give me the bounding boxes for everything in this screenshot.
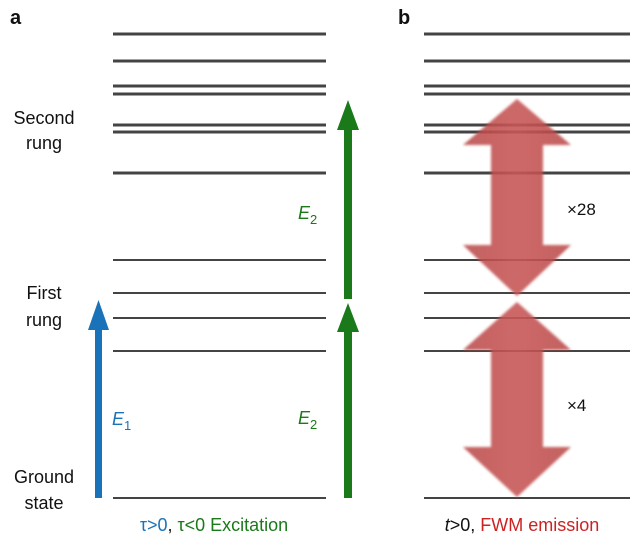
second-rung-line1: Second (13, 108, 74, 128)
e2-arrow-lower (337, 303, 359, 498)
e2-upper-subscript: 2 (310, 212, 317, 227)
e2-lower-subscript: 2 (310, 417, 317, 432)
e2-lower-label: E2 (298, 408, 317, 432)
fwm-arrow-lower-shape (463, 302, 571, 497)
fwm-arrow-upper (463, 99, 571, 296)
ground-state-line2: state (24, 493, 63, 513)
e2-upper-shaft (344, 126, 352, 299)
e2-lower-head (337, 303, 359, 332)
caption-a-part2: τ<0 Excitation (177, 515, 288, 535)
first-rung-line1: First (27, 283, 62, 303)
second-rung-label: Second rung (13, 108, 74, 153)
caption-b-comma: , (470, 515, 480, 535)
panel-a-caption: τ>0, τ<0 Excitation (140, 515, 288, 535)
e1-label: E1 (112, 409, 131, 433)
e2-lower-symbol: E (298, 408, 311, 428)
caption-b-part1: t>0 (445, 515, 471, 535)
e2-arrow-upper (337, 100, 359, 299)
e1-arrow-shaft (95, 326, 102, 498)
fwm-arrow-upper-shape (463, 99, 571, 296)
e2-upper-label: E2 (298, 203, 317, 227)
factor-4-label: ×4 (567, 396, 586, 415)
caption-b-part2: FWM emission (480, 515, 599, 535)
panel-a-label: a (10, 7, 22, 29)
first-rung-line2: rung (26, 310, 62, 330)
caption-b-time-symbol: t (445, 515, 451, 535)
e1-arrow (88, 300, 109, 498)
caption-a-part1: τ>0 (140, 515, 168, 535)
panel-a-levels (113, 32, 326, 499)
e1-arrow-head (88, 300, 109, 330)
second-rung-line2: rung (26, 133, 62, 153)
e2-lower-shaft (344, 328, 352, 498)
e2-upper-symbol: E (298, 203, 311, 223)
ground-state-line1: Ground (14, 467, 74, 487)
panel-b-caption: t>0, FWM emission (445, 515, 600, 535)
panel-b-label: b (398, 7, 410, 29)
e1-symbol: E (112, 409, 125, 429)
caption-b-condition: >0 (450, 515, 471, 535)
ground-state-label: Ground state (14, 467, 74, 513)
caption-a-comma: , (167, 515, 177, 535)
first-rung-label: First rung (26, 283, 62, 330)
factor-28-label: ×28 (567, 200, 596, 219)
fwm-arrow-lower (463, 302, 571, 497)
e1-subscript: 1 (124, 418, 131, 433)
e2-upper-head (337, 100, 359, 130)
